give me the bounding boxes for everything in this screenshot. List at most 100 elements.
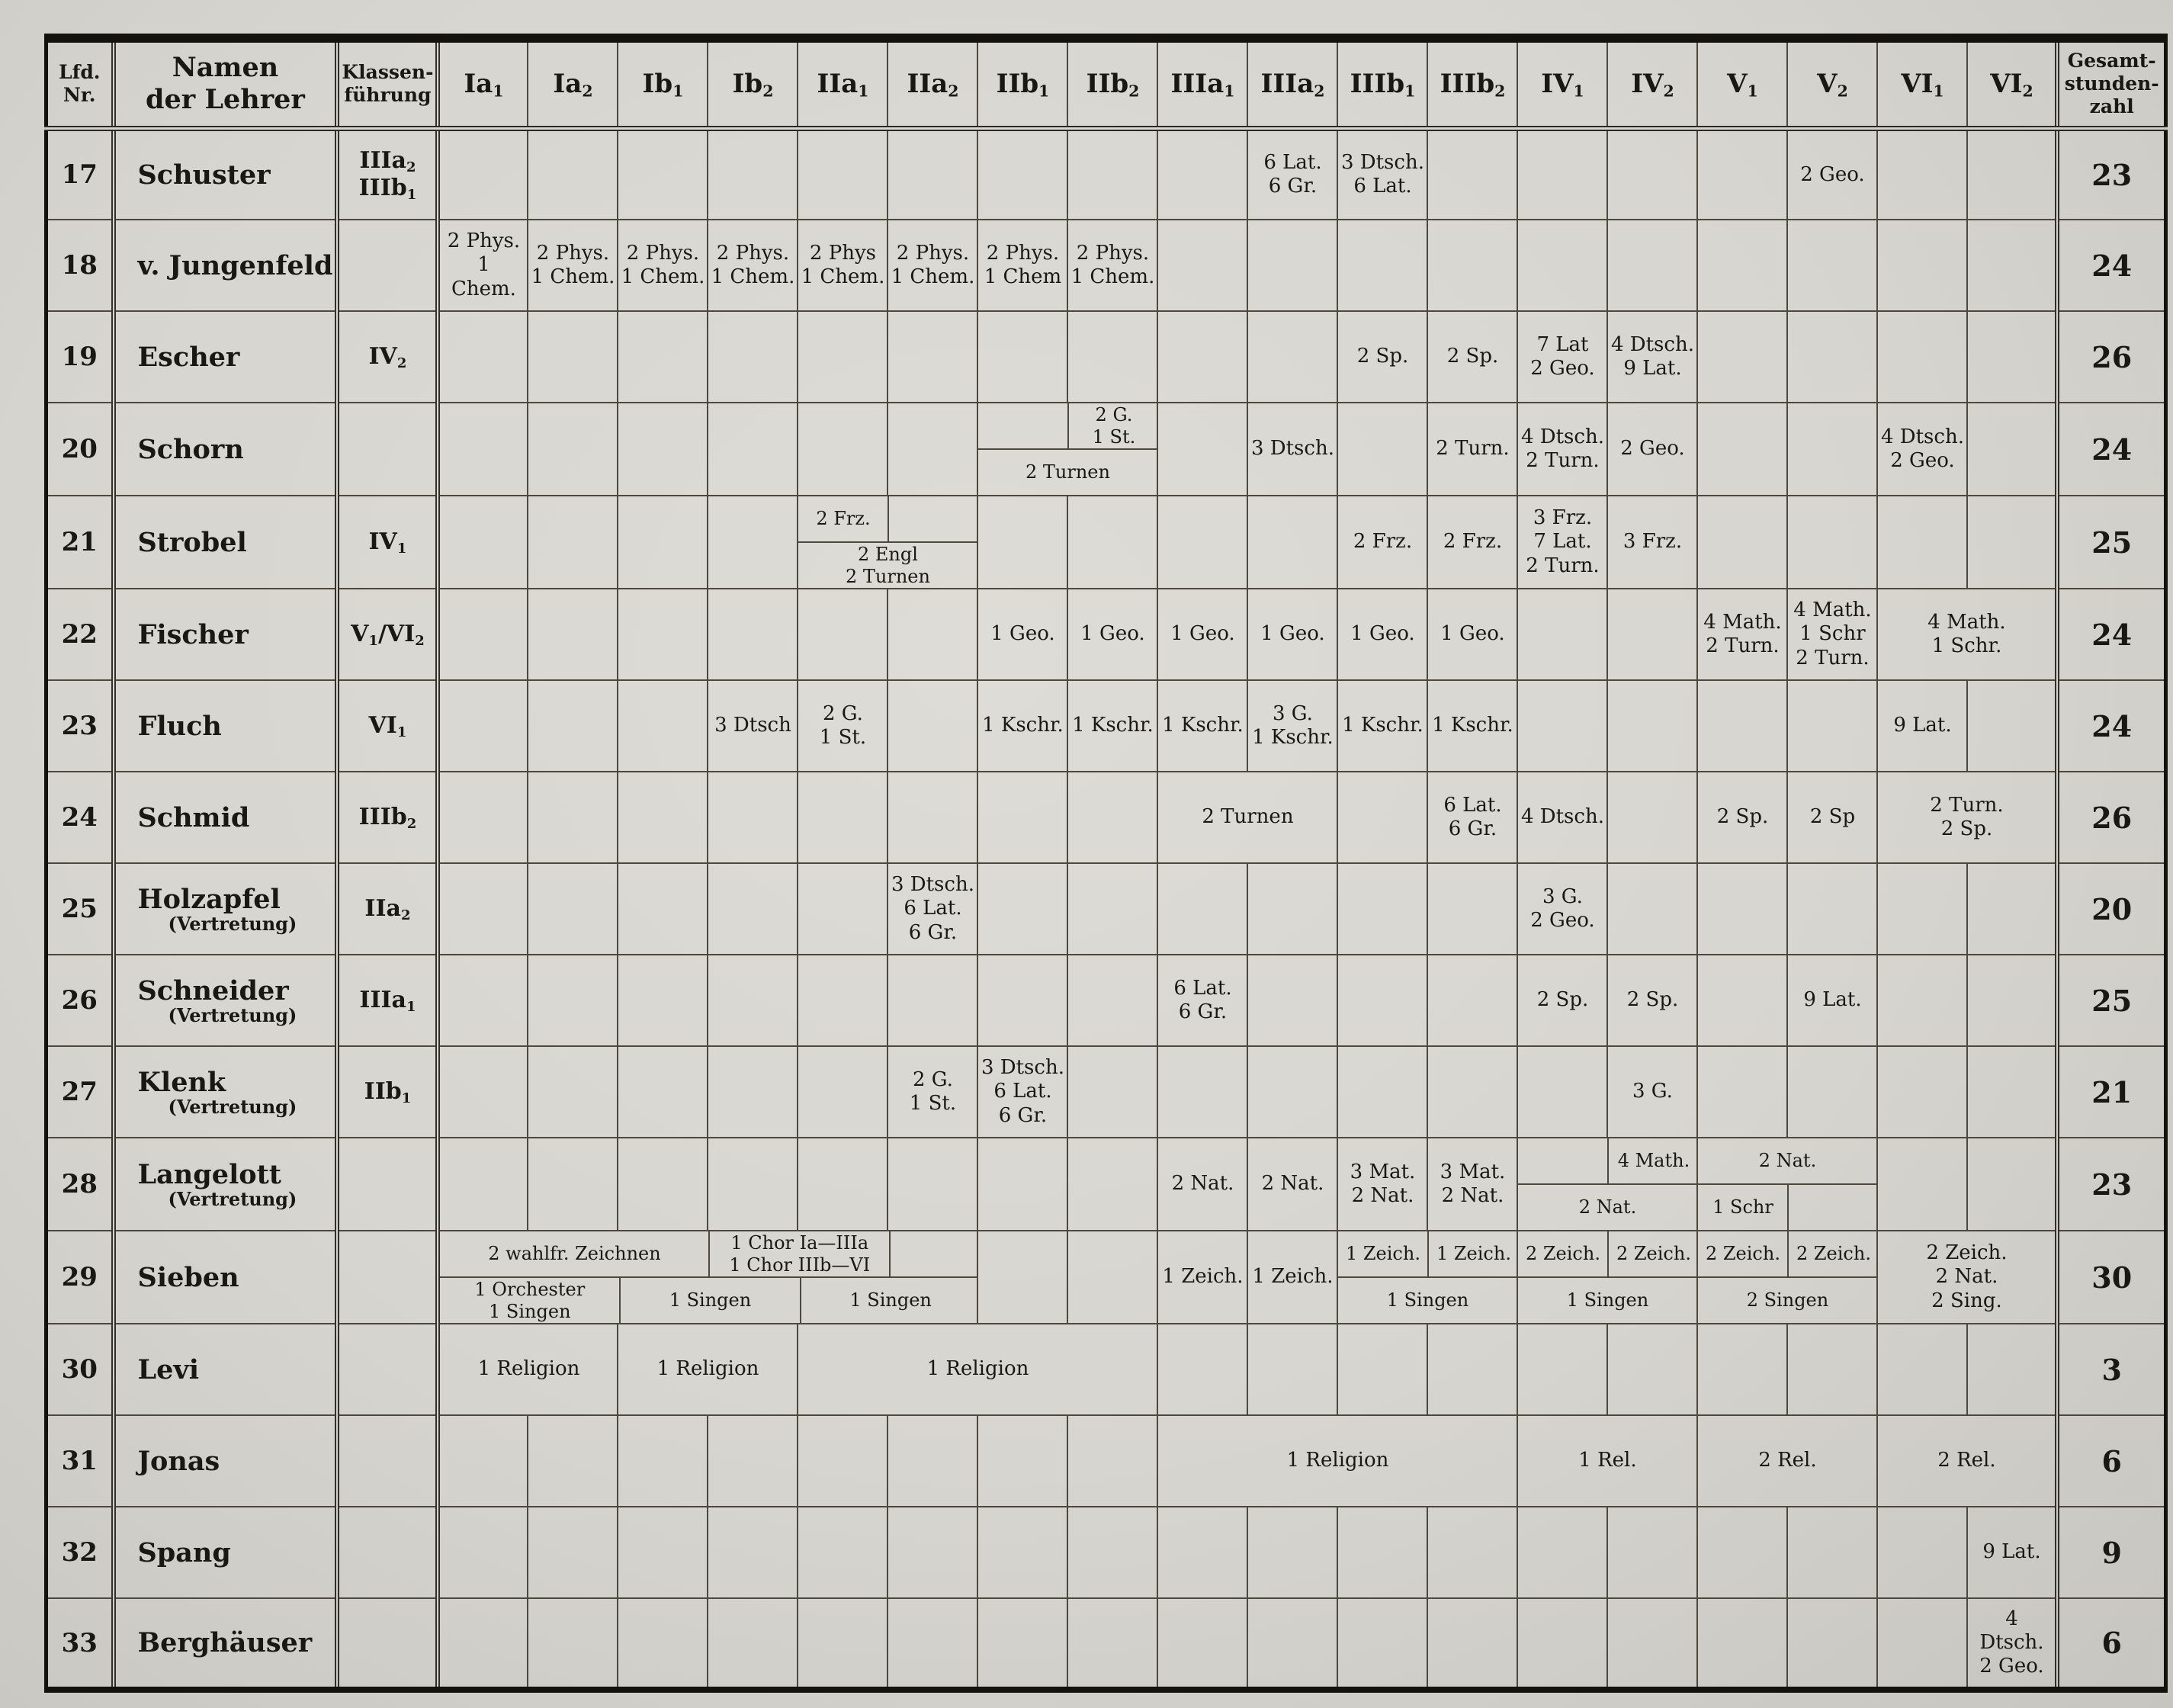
klassenfuehrung-cell: IIIb2 — [336, 771, 441, 864]
empty-cell-VI1 — [1876, 1323, 1969, 1416]
assignment-unit: 1 Chor Ia—IIIa 1 Chor IIIb—VI — [710, 1232, 891, 1276]
empty-cell-IIb1 — [977, 310, 1069, 403]
empty-cell-VI1 — [1876, 862, 1969, 955]
col-header-namen-der-lehrer: Namen der Lehrer — [112, 37, 340, 131]
empty-cell-IV2 — [1606, 588, 1699, 681]
teacher-row-17: 17 Schuster IIIa2 IIIb1 6 Lat. 6 Gr. 3 Dtsch. 6… — [45, 127, 2167, 220]
empty-cell-Ia1 — [437, 402, 529, 496]
empty-cell-Ia2 — [527, 495, 619, 589]
row-number: 33 — [45, 1597, 116, 1690]
empty-cell-V1 — [1696, 219, 1789, 312]
split-grid: 1 Zeich. 1 Zeich. 1 Singen — [1339, 1232, 1517, 1322]
assignment-cell-Ia1: 2 Phys. 1 Chem. — [437, 219, 529, 312]
klassenfuehrung-cell: IIIa1 — [336, 954, 441, 1047]
empty-cell-IIIa1 — [1157, 862, 1249, 955]
empty-cell-V1 — [1696, 310, 1789, 403]
total-hours-cell: 9 — [2055, 1506, 2167, 1599]
split-grid: 2 Zeich. 2 Zeich. 1 Singen — [1519, 1232, 1696, 1322]
assignment-cell-IIIa2: 1 Geo. — [1247, 588, 1339, 681]
total-hours-cell: 20 — [2055, 862, 2167, 955]
assignment-cell-IIIa1: 1 Religion — [1157, 1414, 1519, 1507]
assignment-cell-VI1: 9 Lat. — [1876, 679, 1969, 772]
split-assignment-cell-IV1: 2 Zeich. 2 Zeich. 1 Singen — [1517, 1230, 1699, 1324]
assignment-unit: 1 Zeich. — [1436, 1243, 1511, 1265]
empty-cell-Ib1 — [617, 127, 709, 220]
empty-cell-VI1 — [1876, 1506, 1969, 1599]
empty-cell-IV1 — [1517, 1323, 1609, 1416]
teacher-name: Levi — [137, 1353, 200, 1385]
empty-cell-Ib2 — [707, 862, 799, 955]
empty-cell-IIa1 — [797, 402, 889, 496]
teacher-name-cell: Langelott (Vertretung) — [112, 1137, 340, 1231]
empty-cell-Ia2 — [527, 127, 619, 220]
table-header: Lfd. Nr. Namen der Lehrer Klassen-führung Ia1… — [45, 37, 2167, 131]
empty-cell-IIa1 — [797, 862, 889, 955]
empty-cell-IIIb2 — [1427, 219, 1519, 312]
empty-cell-IIb1 — [977, 1506, 1069, 1599]
col-header-V2: V2 — [1786, 37, 1879, 131]
assignment-cell-IIIa1: 1 Geo. — [1157, 588, 1249, 681]
empty-cell-VI2 — [1966, 495, 2059, 589]
col-header-IIb1: IIb1 — [977, 37, 1069, 131]
empty-cell-Ia2 — [527, 771, 619, 864]
empty-cell-IIIa1 — [1157, 219, 1249, 312]
empty-cell-IIb2 — [1067, 1045, 1159, 1138]
assignment-cell-VI1: 4 Math. 1 Schr. — [1876, 588, 2059, 681]
empty-cell-Ia1 — [437, 127, 529, 220]
assignment-cell-IV2: 2 Geo. — [1606, 402, 1699, 496]
teacher-name: Fluch — [137, 710, 222, 742]
empty-cell-IIb2 — [1067, 862, 1159, 955]
assignment-cell-IIb1: 1 Kschr. — [977, 679, 1069, 772]
empty-cell-Ia2 — [527, 588, 619, 681]
teacher-row-26: 26 Schneider (Vertretung) IIIa1 6 Lat. 6 Gr. 2… — [45, 954, 2167, 1047]
empty-cell-VI2 — [1966, 954, 2059, 1047]
split-grid: 2 Zeich. 2 Zeich. 2 Singen — [1699, 1232, 1876, 1322]
total-hours-cell: 23 — [2055, 127, 2167, 220]
empty-cell-V2 — [1786, 219, 1879, 312]
teacher-row-18: 18 v. Jungenfeld 2 Phys. 1 Chem. 2 Phys. 1 Ch… — [45, 219, 2167, 312]
assignment-unit — [1789, 1185, 1876, 1229]
assignment-cell-Ia2: 2 Phys. 1 Chem. — [527, 219, 619, 312]
col-header-IIa2: IIa2 — [887, 37, 979, 131]
empty-cell-IIa2 — [887, 1506, 979, 1599]
empty-cell-IIb1 — [977, 495, 1069, 589]
row-number: 30 — [45, 1323, 116, 1416]
empty-cell-IIb1 — [977, 862, 1069, 955]
col-header-gesamtstundenzahl: Gesamt-stunden-zahl — [2055, 37, 2167, 131]
assignment-unit: 1 Zeich. — [1339, 1232, 1430, 1276]
assignment-cell-V1: 2 Sp. — [1696, 771, 1789, 864]
assignment-cell-IIIa1: 6 Lat. 6 Gr. — [1157, 954, 1249, 1047]
col-header-IIb2: IIb2 — [1067, 37, 1159, 131]
empty-cell-IIb2 — [1067, 1597, 1159, 1690]
klassenfuehrung-cell — [336, 1506, 441, 1599]
klassenfuehrung-cell — [336, 1323, 441, 1416]
assignment-unit — [979, 404, 1070, 448]
teacher-name: Langelott — [137, 1158, 281, 1190]
split-assignment-cell-IIa1: 2 Frz. 2 Engl 2 Turnen — [797, 495, 979, 589]
empty-cell-IIIb2 — [1427, 862, 1519, 955]
empty-cell-V1 — [1696, 862, 1789, 955]
empty-cell-Ib1 — [617, 588, 709, 681]
empty-cell-Ia2 — [527, 954, 619, 1047]
empty-cell-IV2 — [1606, 1597, 1699, 1690]
empty-cell-IIa1 — [797, 954, 889, 1047]
total-hours-cell: 24 — [2055, 588, 2167, 681]
empty-cell-V2 — [1786, 1045, 1879, 1138]
assignment-cell-VI2: 9 Lat. — [1966, 1506, 2059, 1599]
empty-cell-V2 — [1786, 1506, 1879, 1599]
empty-cell-IIIb1 — [1337, 771, 1429, 864]
split-assignment-cell-Ia1: 2 wahlfr. Zeichnen 1 Chor Ia—IIIa 1 Chor I… — [437, 1230, 979, 1324]
teacher-name-cell: Berghäuser — [112, 1597, 340, 1690]
assignment-cell-IIIa2: 1 Zeich. — [1247, 1230, 1339, 1324]
assignment-cell-IV2: 4 Dtsch. 9 Lat. — [1606, 310, 1699, 403]
total-hours-cell: 6 — [2055, 1597, 2167, 1690]
empty-cell-IIIa2 — [1247, 954, 1339, 1047]
col-header-lfd-nr: Lfd. Nr. — [45, 37, 116, 131]
empty-cell-IIa2 — [887, 1597, 979, 1690]
row-number: 29 — [45, 1230, 116, 1324]
teacher-note: (Vertretung) — [168, 1095, 297, 1118]
empty-cell-VI2 — [1966, 862, 2059, 955]
split-subrow: 4 Math. — [1519, 1139, 1696, 1183]
teacher-row-19: 19 Escher IV2 2 Sp. 2 Sp. 7 Lat 2 Geo. 4 Dtsch.… — [45, 310, 2167, 403]
assignment-cell-IIa1: 2 Phys 1 Chem. — [797, 219, 889, 312]
